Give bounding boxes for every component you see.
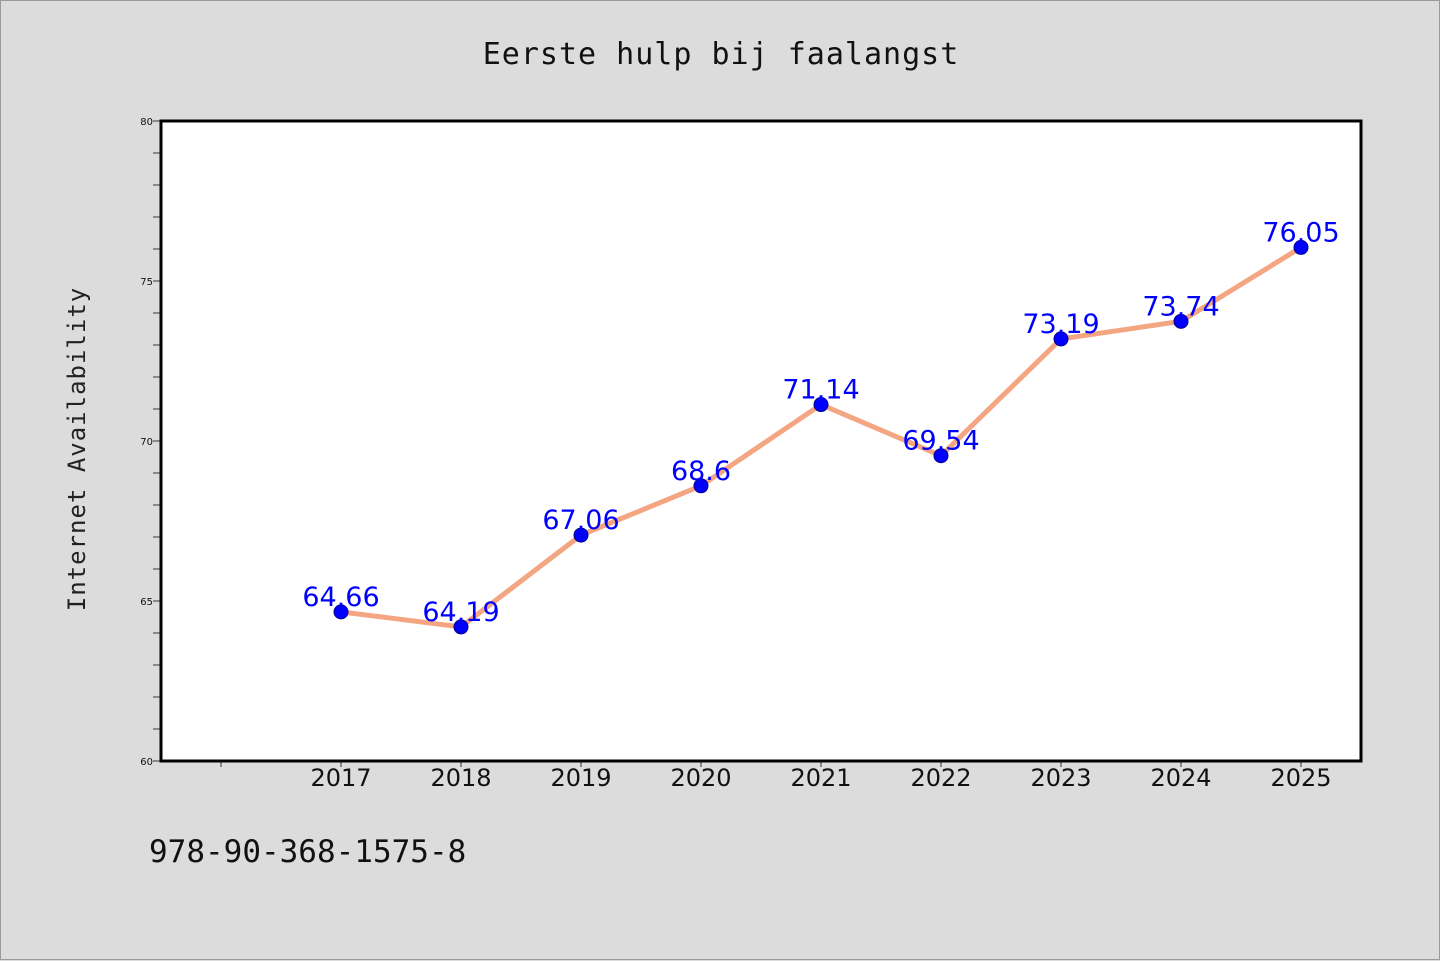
x-tick-label: 2022 [910, 764, 971, 792]
data-label: 64.66 [302, 582, 379, 613]
data-point [693, 478, 709, 494]
chart-title: Eerste hulp bij faalangst [483, 37, 960, 72]
x-tick-label: 2018 [430, 764, 491, 792]
isbn-text: 978-90-368-1575-8 [149, 834, 467, 870]
data-point [813, 397, 829, 413]
y-tick-label: 70 [140, 437, 153, 448]
y-tick-label: 60 [140, 757, 153, 768]
data-point [333, 604, 349, 620]
y-tick-label: 80 [140, 117, 153, 128]
data-label: 73.74 [1142, 291, 1219, 322]
plot-area [161, 121, 1361, 761]
data-label: 69.54 [902, 426, 979, 457]
data-point [1173, 313, 1189, 329]
data-point [1053, 331, 1069, 347]
x-tick-label: 2024 [1150, 764, 1211, 792]
data-point [933, 448, 949, 464]
data-label: 71.14 [782, 375, 859, 406]
x-tick-label: 2019 [550, 764, 611, 792]
data-label: 64.19 [422, 597, 499, 628]
y-tick-label: 75 [140, 277, 153, 288]
y-axis-label: Internet Availability [63, 287, 91, 611]
y-tick-label: 65 [140, 597, 153, 608]
x-tick-label: 2025 [1270, 764, 1331, 792]
data-point [1293, 239, 1309, 255]
data-label: 67.06 [542, 505, 619, 536]
data-point [453, 619, 469, 635]
x-tick-label: 2020 [670, 764, 731, 792]
data-label: 73.19 [1022, 309, 1099, 340]
x-tick-label: 2023 [1030, 764, 1091, 792]
x-tick-label: 2021 [790, 764, 851, 792]
data-point [573, 527, 589, 543]
data-label: 76.05 [1262, 217, 1339, 248]
plot-frame [159, 119, 1363, 763]
x-tick-label: 2017 [310, 764, 371, 792]
data-label: 68.6 [671, 456, 731, 487]
